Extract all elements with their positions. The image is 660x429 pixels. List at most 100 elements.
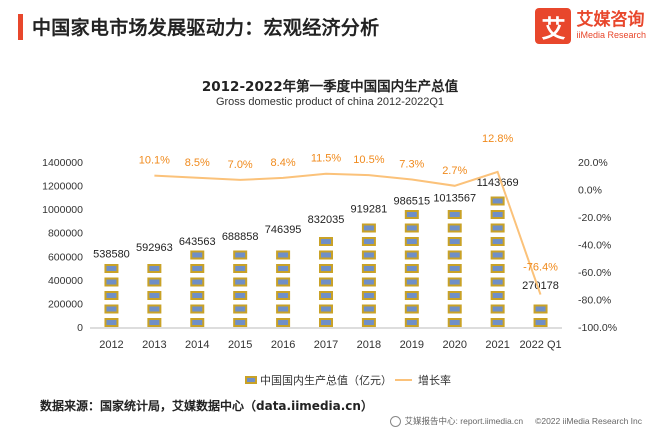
bar-value-label: 643563 (179, 236, 216, 248)
bar-icon-inner (449, 225, 460, 231)
bar (404, 210, 419, 327)
bar-icon-inner (149, 293, 160, 298)
bar-icon-inner (321, 320, 331, 325)
bar-icon-inner (106, 279, 117, 285)
x-tick-label: 2021 (485, 339, 509, 351)
growth-rate-label: 7.3% (399, 158, 424, 170)
bar-icon-inner (406, 266, 417, 271)
bar-icon-inner (406, 306, 417, 312)
y2-tick-label: -60.0% (578, 267, 611, 279)
bar-value-label: 270178 (522, 280, 559, 292)
x-tick-label: 2015 (228, 339, 252, 351)
bar-icon-inner (449, 212, 460, 217)
bar-icon-inner (278, 252, 289, 258)
bar-icon-inner (278, 266, 289, 271)
bar-icon-inner (492, 266, 503, 271)
bar-icon-inner (235, 320, 246, 325)
x-tick-label: 2017 (314, 339, 338, 351)
growth-rate-label: 8.5% (185, 157, 210, 169)
chart-legend (245, 376, 412, 384)
bar-icon-inner (535, 306, 546, 312)
growth-rate-label: 10.1% (139, 155, 170, 167)
bar (276, 250, 291, 327)
bar-value-label: 832035 (308, 214, 345, 226)
growth-rate-label: 2.7% (442, 165, 467, 177)
bar-icon-inner (406, 293, 417, 298)
growth-rate-label: -76.4% (523, 262, 558, 274)
bar-value-label: 986515 (393, 196, 430, 208)
bar-icon-inner (235, 252, 246, 258)
bar-icon-inner (106, 306, 117, 312)
logo-mark-icon: 艾 (535, 8, 572, 44)
footer: 艾媒报告中心: report.iimedia.cn ©2022 iiMedia … (389, 415, 642, 427)
page-title: 中国家电市场发展驱动力：宏观经济分析 (32, 17, 380, 39)
bar (490, 196, 505, 327)
bar-icon-inner (492, 212, 503, 217)
bar-icon-inner (406, 320, 417, 325)
y-tick-label: 1200000 (42, 181, 83, 193)
bar-icon-inner (449, 293, 460, 298)
bar-icon-inner (363, 239, 374, 244)
y2-tick-label: -20.0% (578, 212, 611, 224)
bar-icon-inner (406, 252, 417, 258)
bar-icon-inner (492, 225, 503, 231)
x-tick-label: 2019 (400, 339, 424, 351)
x-tick-label: 2012 (99, 339, 123, 351)
title-accent-bar (18, 14, 23, 40)
logo-name-en: iiMedia Research (576, 30, 646, 40)
bar-icon-inner (192, 320, 203, 325)
bar-icon-inner (106, 293, 117, 298)
bar-icon-inner (492, 252, 503, 258)
bar-icon-inner (321, 293, 331, 298)
footer-copyright: ©2022 iiMedia Research Inc (535, 416, 642, 426)
y-tick-label: 400000 (48, 275, 83, 287)
bar-icon-inner (449, 279, 460, 285)
bar-icon-inner (149, 266, 160, 271)
bar-icon-inner (449, 239, 460, 244)
legend-line-label: 增长率 (418, 373, 451, 387)
bar-icon-inner (235, 306, 246, 312)
bar-icon-inner (363, 225, 374, 231)
bar-icon-inner (492, 239, 503, 244)
bar (147, 264, 162, 327)
bar-value-label: 1013567 (433, 193, 476, 205)
growth-rate-label: 7.0% (228, 159, 253, 171)
bar-icon-inner (363, 266, 374, 271)
x-tick-label: 2018 (357, 339, 381, 351)
y2-tick-label: 20.0% (578, 157, 608, 169)
x-tick-label: 2022 Q1 (519, 339, 561, 351)
legend-bar-label: 中国国内生产总值（亿元） (260, 373, 392, 387)
bar-icon-inner (492, 320, 503, 325)
bar-icon-inner (492, 198, 503, 204)
bar (361, 223, 376, 327)
bar-icon-inner (321, 306, 331, 312)
bar-icon-inner (106, 320, 117, 325)
y-tick-label: 0 (77, 322, 83, 334)
legend-bar-swatch-inner (247, 378, 255, 382)
growth-rate-label: 10.5% (353, 154, 384, 166)
bar (533, 304, 548, 327)
bar-value-label: 919281 (351, 204, 388, 216)
y-tick-label: 200000 (48, 298, 83, 310)
bar-icon-inner (235, 279, 246, 285)
x-tick-label: 2016 (271, 339, 295, 351)
y2-tick-label: -80.0% (578, 295, 611, 307)
growth-rate-label: 12.8% (482, 133, 513, 145)
bar-icon-inner (192, 252, 203, 258)
bar-value-label: 538580 (93, 249, 130, 261)
bar-value-label: 1143669 (477, 177, 519, 189)
logo-text: 艾媒咨询 iiMedia Research (576, 11, 646, 41)
y-tick-label: 1400000 (42, 157, 83, 169)
x-tick-label: 2020 (442, 339, 466, 351)
footer-report-link[interactable]: 艾媒报告中心: report.iimedia.cn (404, 416, 524, 426)
bar-icon-inner (278, 293, 289, 298)
x-tick-label: 2013 (142, 339, 166, 351)
bar-icon-inner (321, 252, 331, 258)
bar-icon-inner (492, 279, 503, 285)
bar-icon-inner (406, 279, 417, 285)
report-center-icon (389, 415, 401, 427)
bar-icon-inner (406, 212, 417, 217)
bar-icon-inner (406, 225, 417, 231)
bar-icon-inner (278, 306, 289, 312)
